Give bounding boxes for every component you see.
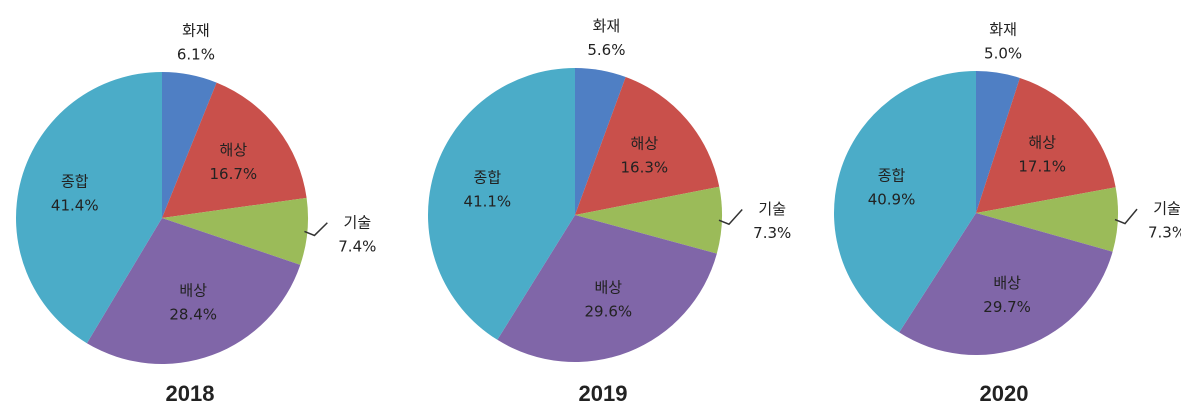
slice-label: 기술 — [758, 200, 786, 218]
slice-value: 5.0% — [984, 44, 1022, 62]
slice-label: 종합 — [61, 172, 89, 190]
slice-label: 배상 — [993, 274, 1021, 292]
pie-slice — [86, 218, 301, 364]
slice-value: 41.1% — [464, 192, 512, 210]
slice-label: 해상 — [631, 134, 659, 152]
slice-value: 28.4% — [169, 305, 217, 323]
pie-slice — [899, 213, 1113, 355]
leader-line — [304, 222, 328, 237]
chart-title: 2020 — [980, 381, 1029, 406]
slice-label: 화재 — [182, 22, 210, 40]
pie-slice — [162, 82, 307, 218]
slice-value: 7.3% — [753, 224, 791, 242]
pie-slice — [16, 72, 162, 344]
pie-slice — [834, 71, 976, 333]
pie-slice — [162, 197, 308, 265]
pie-slice — [575, 68, 626, 215]
slice-label: 배상 — [595, 278, 623, 296]
slice-label: 해상 — [220, 141, 248, 159]
slice-label: 기술 — [1153, 200, 1181, 218]
slice-value: 5.6% — [587, 41, 625, 59]
leader-line — [1114, 208, 1138, 225]
pie-slice — [976, 71, 1020, 213]
pie-slice — [428, 68, 575, 340]
leader-line — [718, 208, 743, 226]
slice-label: 화재 — [989, 20, 1017, 38]
pie-slice — [976, 77, 1116, 213]
slice-label: 화재 — [593, 17, 621, 35]
slice-value: 29.7% — [983, 298, 1031, 316]
slice-label: 기술 — [344, 213, 372, 231]
pie-slice — [162, 72, 217, 218]
slice-label: 종합 — [474, 168, 502, 186]
chart-title: 2018 — [166, 381, 215, 406]
pie-chart: 화재 5.0% 해상 17.1% 기술 7.3% 배상 29.7% 종합 40.9% 2020 — [834, 20, 1181, 406]
pie-slice — [497, 215, 717, 363]
pie-chart: 화재 6.1% 해상 16.7% 기술 7.4% 배상 28.4% 종합 41.4% 2018 — [16, 22, 376, 406]
slice-label: 종합 — [878, 167, 906, 185]
slice-value: 17.1% — [1018, 157, 1066, 175]
slice-label: 배상 — [179, 281, 207, 299]
slice-value: 29.6% — [584, 302, 632, 320]
pie-slice — [575, 186, 722, 254]
pie-slice — [575, 77, 720, 215]
slice-value: 16.7% — [210, 165, 258, 183]
pie-chart: 화재 5.6% 해상 16.3% 기술 7.3% 배상 29.6% 종합 41.1% 2019 — [428, 17, 791, 406]
slice-value: 40.9% — [868, 191, 916, 209]
slice-value: 7.4% — [338, 237, 376, 255]
slice-value: 7.3% — [1148, 224, 1181, 242]
pie-slice — [976, 187, 1118, 252]
slice-value: 6.1% — [177, 46, 215, 64]
chart-title: 2019 — [579, 381, 628, 406]
slice-value: 41.4% — [51, 196, 99, 214]
slice-label: 해상 — [1028, 133, 1056, 151]
slice-value: 16.3% — [621, 158, 669, 176]
